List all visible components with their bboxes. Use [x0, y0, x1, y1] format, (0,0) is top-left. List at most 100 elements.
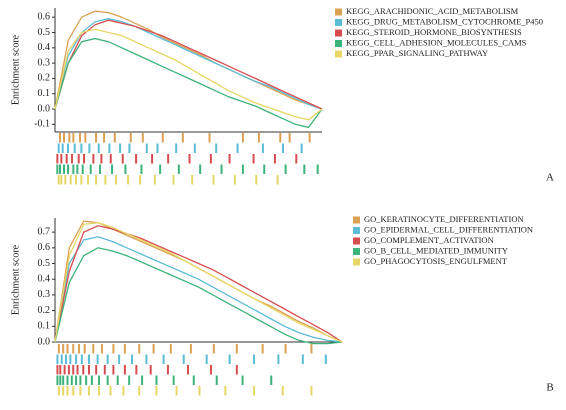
hit-bar	[255, 175, 258, 185]
y-tick-label: 0.5	[38, 258, 51, 269]
hit-bar	[80, 175, 83, 185]
hit-bar	[76, 365, 79, 375]
hit-bar	[138, 386, 141, 396]
hit-bar	[75, 375, 78, 385]
hit-bar	[72, 133, 75, 143]
hit-bar	[88, 386, 91, 396]
hit-bar	[156, 143, 159, 153]
legend-label: KEGG_DRUG_METABOLISM_CYTOCHROME_P450	[346, 16, 543, 26]
hit-bar	[193, 143, 196, 153]
hit-bar	[63, 365, 66, 375]
hit-bar	[88, 365, 91, 375]
hit-bar	[115, 175, 118, 185]
hit-bar	[57, 175, 60, 185]
hit-bar	[100, 154, 103, 164]
hit-bar	[310, 344, 313, 354]
y-tick-label: 0.6	[38, 242, 51, 253]
enrichment-line	[54, 10, 323, 110]
hit-bar	[162, 354, 165, 364]
hit-bar	[175, 143, 178, 153]
hit-bar	[235, 344, 238, 354]
hit-bar	[84, 133, 87, 143]
hit-bar	[129, 133, 132, 143]
hit-bar	[106, 354, 109, 364]
hit-bar	[121, 154, 124, 164]
hit-bar	[112, 365, 115, 375]
y-tick-label: 0.4	[38, 42, 51, 53]
legend-swatch	[335, 29, 342, 37]
hit-bar	[95, 133, 98, 143]
hit-bar	[301, 354, 304, 364]
hit-bar	[155, 386, 158, 396]
y-tick-label: 0.4	[38, 274, 51, 285]
legend-swatch	[335, 8, 342, 16]
hit-bar	[303, 164, 306, 174]
hit-bar	[77, 154, 80, 164]
hit-bar	[56, 164, 59, 174]
hit-bar	[191, 175, 194, 185]
hit-bar	[284, 344, 287, 354]
y-tick-label: 0.2	[38, 305, 51, 316]
hit-bar	[236, 143, 239, 153]
legend-label: KEGG_STEROID_HORMONE_BIOSYNTHESIS	[346, 27, 522, 37]
hit-bar	[261, 143, 264, 153]
hit-bar	[82, 365, 85, 375]
panel-label: A	[546, 172, 554, 184]
hit-bar	[151, 154, 154, 164]
hit-bar	[241, 164, 244, 174]
hit-bar	[123, 365, 126, 375]
hit-bar	[208, 133, 211, 143]
legend-label: GO_PHAGOCYTOSIS_ENGULFMENT	[364, 256, 508, 266]
hit-bar	[59, 164, 62, 174]
legend-label: KEGG_PPAR_SIGNALING_PATHWAY	[346, 48, 488, 58]
hit-bar	[324, 354, 327, 364]
hit-bar	[253, 386, 256, 396]
legend-swatch	[353, 237, 360, 245]
y-tick-label: 0.1	[38, 321, 51, 332]
hit-bar	[56, 354, 59, 364]
hit-bar	[141, 133, 144, 143]
hit-bar	[172, 175, 175, 185]
hit-bar	[104, 175, 107, 185]
hit-bar	[99, 164, 102, 174]
hit-bar	[177, 164, 180, 174]
y-tick-label: 0.2	[38, 73, 51, 84]
legend-swatch	[335, 40, 342, 47]
hit-bar	[65, 354, 68, 364]
hit-bar	[138, 344, 141, 354]
hit-bar	[83, 344, 86, 354]
hit-bar	[281, 143, 284, 153]
hit-bar	[111, 164, 114, 174]
hit-bar	[241, 133, 244, 143]
panel-label: B	[546, 382, 553, 394]
hit-bar	[92, 154, 95, 164]
enrichment-line	[54, 19, 323, 110]
hit-bar	[72, 164, 75, 174]
hit-bar	[233, 175, 236, 185]
hit-bar	[66, 386, 69, 396]
enrichment-line	[54, 225, 343, 343]
hit-bar	[83, 154, 86, 164]
hit-bar	[127, 175, 130, 185]
hit-bar	[135, 365, 138, 375]
hit-bar	[228, 154, 231, 164]
hit-bar	[77, 344, 80, 354]
hit-bar	[103, 133, 106, 143]
y-tick-label: 0.0	[38, 103, 51, 114]
hit-bar	[145, 354, 148, 364]
hit-bar	[65, 154, 68, 164]
hit-bar	[97, 143, 100, 153]
hit-bar	[122, 386, 125, 396]
hit-bar	[118, 354, 121, 364]
hit-bar	[89, 164, 92, 174]
hit-bar	[161, 133, 164, 143]
hit-bar	[61, 143, 64, 153]
y-tick-label: 0.0	[38, 336, 51, 347]
hit-bar	[109, 154, 112, 164]
enrichment-line	[54, 247, 343, 345]
y-tick-label: 0.1	[38, 88, 51, 99]
hit-bar	[68, 133, 71, 143]
hit-bar	[80, 143, 83, 153]
hit-bar	[109, 386, 112, 396]
hit-bar	[90, 375, 93, 385]
